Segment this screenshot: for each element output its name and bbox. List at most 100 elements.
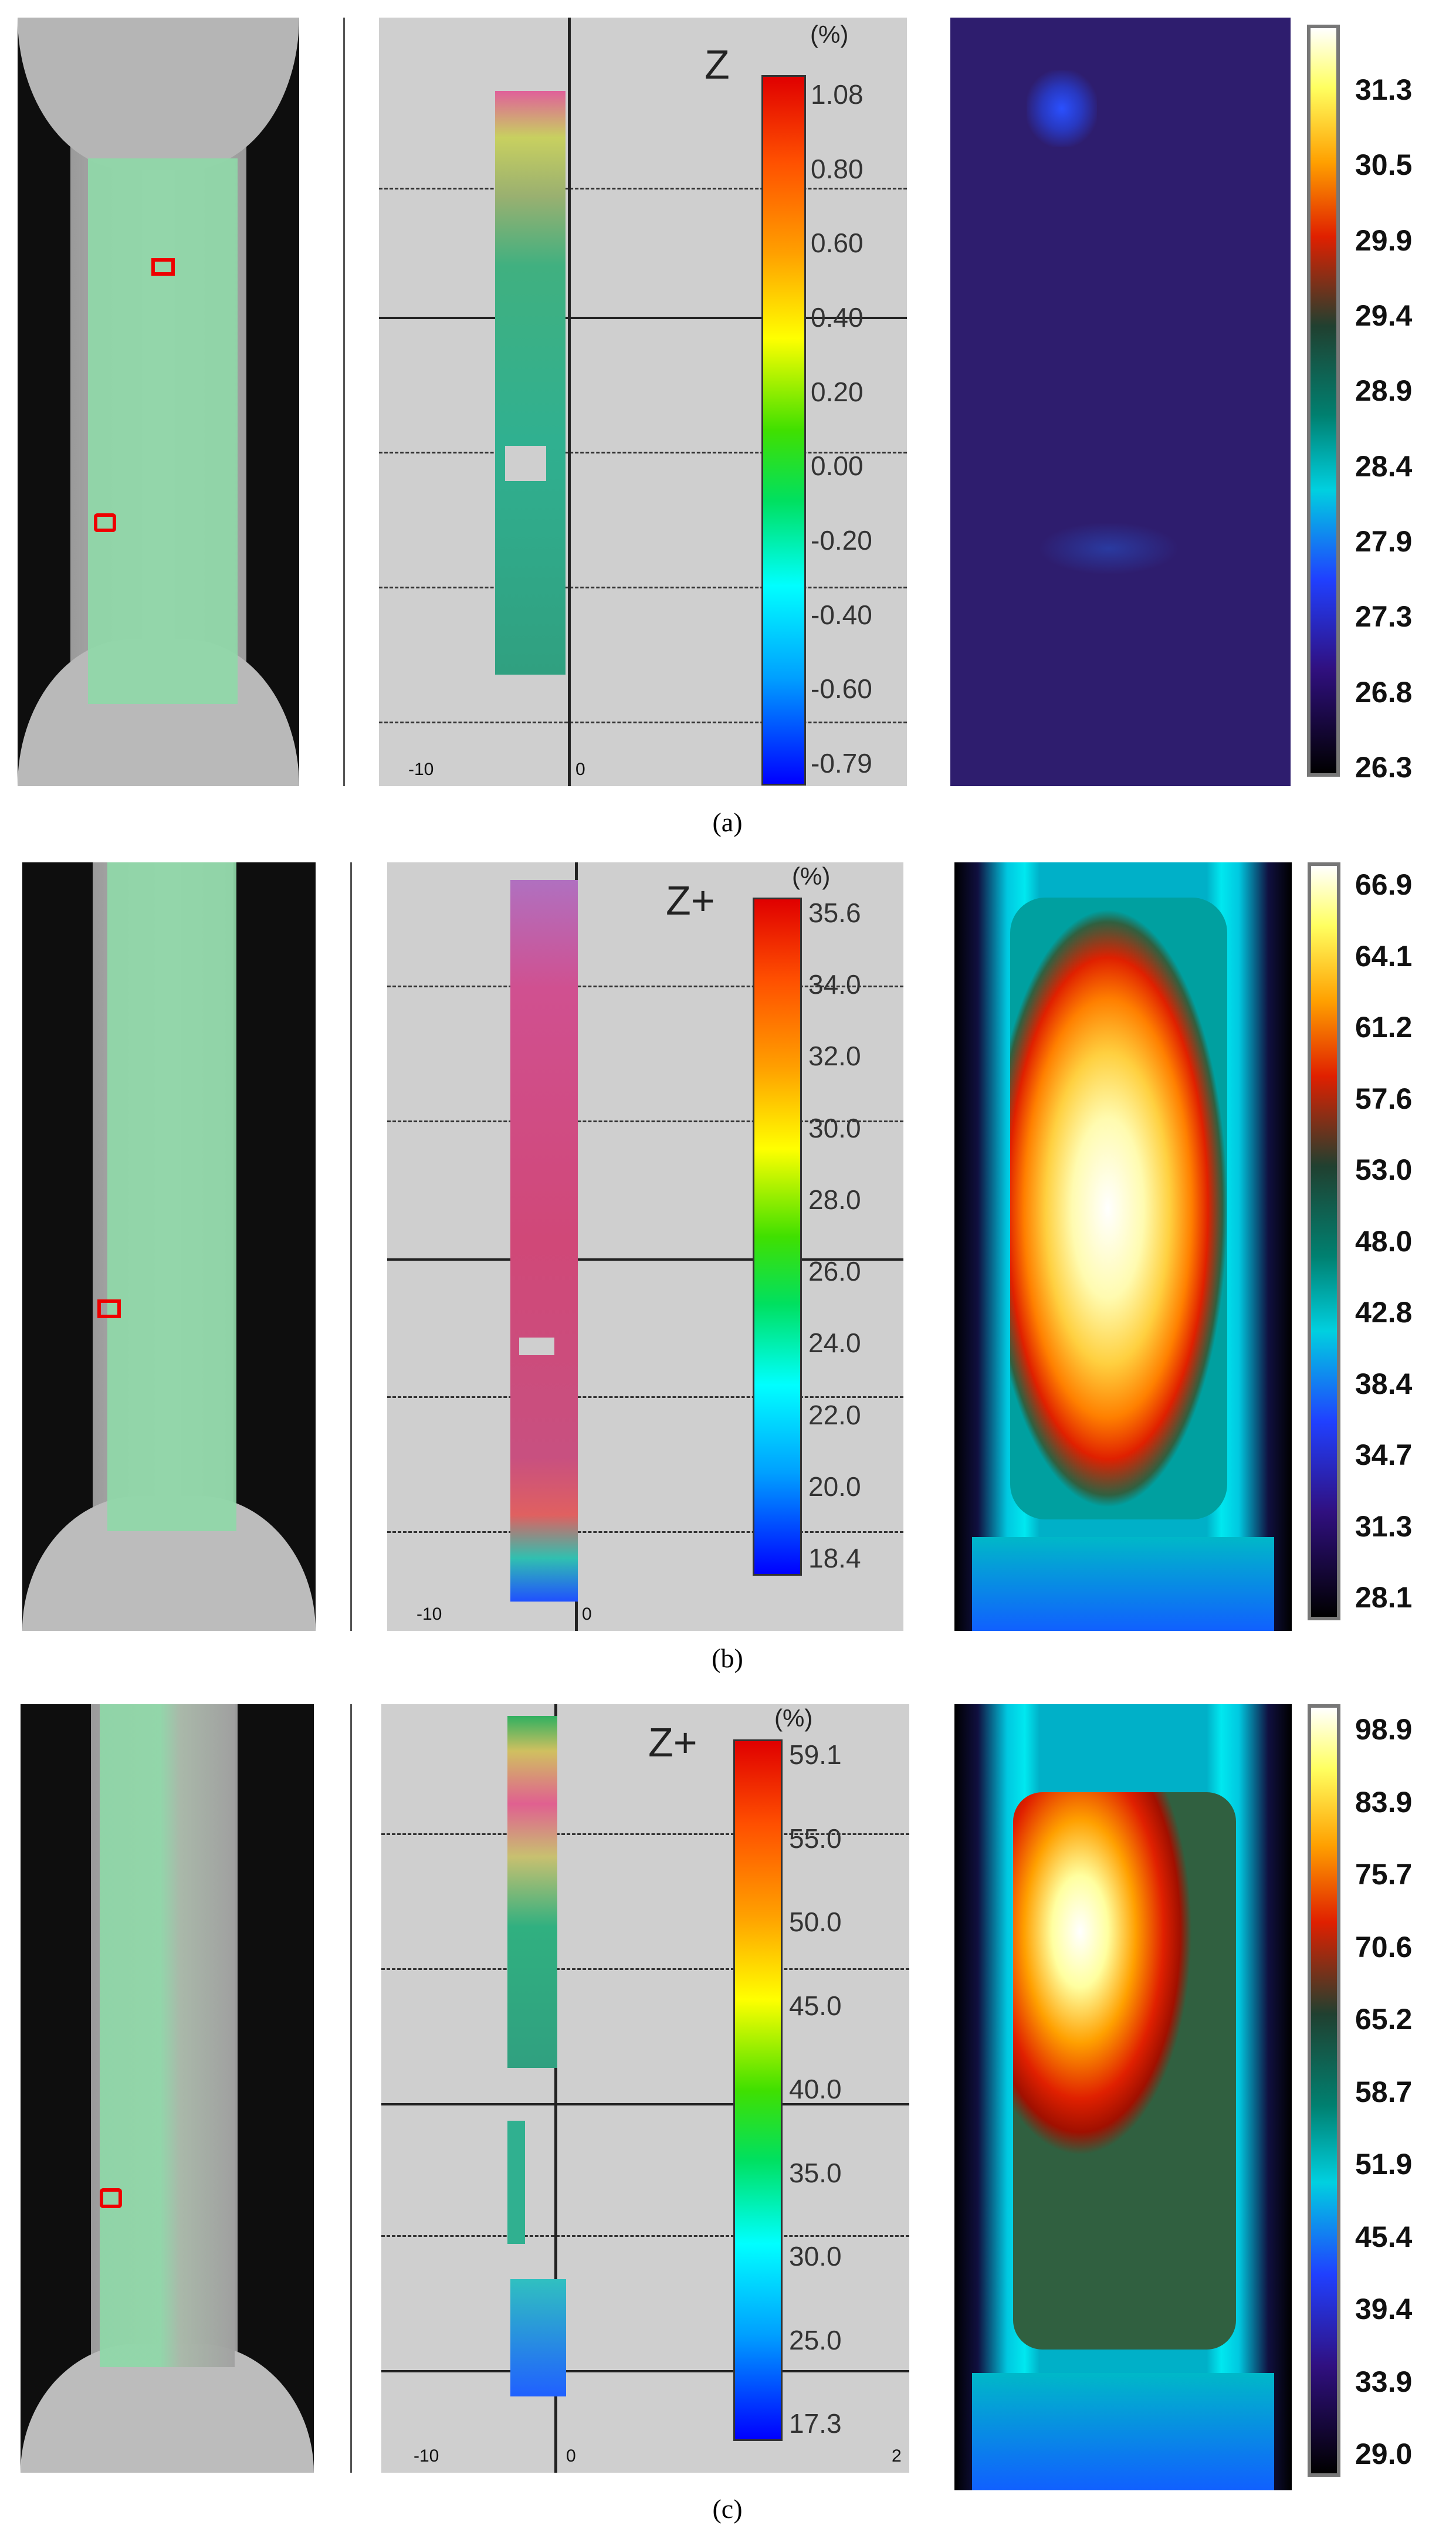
strain-scale-label: 34.0 bbox=[808, 969, 861, 1000]
strain-scale-label: 55.0 bbox=[789, 1823, 842, 1854]
temp-scale-label: 34.7 bbox=[1355, 1438, 1413, 1471]
temp-scale-label: 57.6 bbox=[1355, 1082, 1413, 1115]
temp-scale-label: 65.2 bbox=[1355, 2003, 1413, 2036]
strain-scale-label: 0.20 bbox=[811, 376, 864, 407]
temp-scale-label: 39.4 bbox=[1355, 2293, 1413, 2325]
caption-a: (a) bbox=[712, 807, 743, 837]
strain-scale-label: -0.40 bbox=[811, 599, 872, 630]
marker-c1 bbox=[100, 2188, 122, 2208]
temp-scale-label: 70.6 bbox=[1355, 1930, 1413, 1964]
temp-colorbar-a bbox=[1307, 25, 1340, 777]
strain-colorbar-a bbox=[761, 75, 806, 786]
temp-scale-label: 26.8 bbox=[1355, 675, 1413, 709]
unit-label: (%) bbox=[810, 21, 849, 48]
marker-a1 bbox=[151, 258, 175, 276]
unit-label: (%) bbox=[774, 1704, 813, 1732]
x-tick: 0 bbox=[582, 1604, 592, 1624]
temp-scale-label: 26.3 bbox=[1355, 751, 1413, 784]
z-label: Z+ bbox=[648, 1719, 697, 1765]
temp-scale-label: 29.0 bbox=[1355, 2438, 1413, 2470]
dic-region-b bbox=[107, 862, 236, 1531]
temp-scale-label: 30.5 bbox=[1355, 148, 1413, 182]
temp-scale-label: 29.9 bbox=[1355, 224, 1413, 257]
strain-scale-label: 17.3 bbox=[789, 2408, 842, 2439]
x-tick: -10 bbox=[408, 760, 434, 779]
temp-scale-label: 98.9 bbox=[1355, 1713, 1413, 1746]
temp-scale-label: 45.4 bbox=[1355, 2220, 1413, 2253]
temp-scale-label: 38.4 bbox=[1355, 1367, 1413, 1400]
dic-region-c bbox=[100, 1704, 235, 2367]
hot-zone-b bbox=[1010, 898, 1227, 1519]
strain-scale-label: 40.0 bbox=[789, 2074, 842, 2104]
strain-field-b bbox=[510, 880, 578, 1602]
specimen-photo-a bbox=[18, 18, 299, 786]
x-tick: 0 bbox=[575, 760, 585, 779]
ir-thermal-image-b bbox=[954, 862, 1292, 1631]
strain-scale-label: 0.80 bbox=[811, 153, 864, 184]
temp-scale-label: 42.8 bbox=[1355, 1296, 1413, 1329]
unit-label: (%) bbox=[792, 862, 831, 890]
ir-thermal-image-c bbox=[954, 1704, 1292, 2490]
strain-scale-label: 45.0 bbox=[789, 1990, 842, 2021]
temp-scale-label: 28.4 bbox=[1355, 449, 1413, 483]
strain-scale-label: 59.1 bbox=[789, 1739, 842, 1770]
temp-scale-label: 51.9 bbox=[1355, 2148, 1413, 2181]
strain-scale-label: 18.4 bbox=[808, 1543, 861, 1573]
temp-scale-label: 53.0 bbox=[1355, 1153, 1413, 1186]
specimen-photo-b bbox=[22, 862, 316, 1631]
strain-scale-label: 26.0 bbox=[808, 1256, 861, 1287]
strain-field-c-bottom bbox=[507, 2121, 525, 2244]
dic-strain-map-a: -10 0 Z (%) bbox=[379, 18, 907, 786]
ir-thermal-image-a bbox=[950, 18, 1291, 786]
x-tick: 2 bbox=[892, 2446, 902, 2466]
temp-scale-label: 83.9 bbox=[1355, 1785, 1413, 1819]
strain-scale-label: -0.79 bbox=[811, 748, 872, 778]
strain-scale-label: 50.0 bbox=[789, 1907, 842, 1937]
temp-scale-label: 58.7 bbox=[1355, 2075, 1413, 2108]
dic-region-a bbox=[88, 158, 238, 704]
temp-scale-label: 66.9 bbox=[1355, 868, 1413, 901]
separator bbox=[350, 1704, 352, 2473]
x-tick: -10 bbox=[417, 1604, 442, 1624]
strain-scale-label: 35.6 bbox=[808, 898, 861, 928]
caption-b: (b) bbox=[712, 1643, 743, 1673]
separator bbox=[350, 862, 352, 1631]
specimen-photo-c bbox=[21, 1704, 314, 2473]
x-tick: 0 bbox=[566, 2446, 576, 2466]
strain-scale-label: 24.0 bbox=[808, 1328, 861, 1359]
temp-scale-label: 28.1 bbox=[1355, 1581, 1413, 1614]
temp-scale-label: 31.3 bbox=[1355, 73, 1413, 106]
temp-colorbar-b bbox=[1308, 862, 1340, 1620]
x-tick: -10 bbox=[414, 2446, 439, 2466]
z-label: Z bbox=[705, 42, 730, 87]
marker-b1 bbox=[97, 1299, 121, 1318]
temp-scale-label: 64.1 bbox=[1355, 939, 1413, 973]
marker-a2 bbox=[94, 513, 116, 532]
strain-scale-label: 0.40 bbox=[811, 302, 864, 333]
temp-colorbar-c bbox=[1308, 1704, 1340, 2477]
strain-scale-label: 32.0 bbox=[808, 1041, 861, 1072]
separator bbox=[343, 18, 345, 786]
strain-field-a bbox=[495, 91, 566, 675]
strain-field-c-top bbox=[507, 1716, 557, 2068]
strain-scale-label: 20.0 bbox=[808, 1471, 861, 1502]
strain-scale-label: 28.0 bbox=[808, 1184, 861, 1215]
strain-scale-label: 22.0 bbox=[808, 1399, 861, 1430]
strain-scale-label: -0.60 bbox=[811, 673, 872, 705]
strain-scale-label: 25.0 bbox=[789, 2324, 842, 2355]
caption-c: (c) bbox=[712, 2494, 743, 2524]
strain-scale-label: 35.0 bbox=[789, 2157, 842, 2188]
temp-scale-label: 29.4 bbox=[1355, 299, 1413, 332]
dic-strain-map-c: -10 0 2 Z+ (%) bbox=[381, 1704, 909, 2473]
temp-scale-label: 75.7 bbox=[1355, 1858, 1413, 1891]
z-label: Z+ bbox=[666, 878, 715, 923]
temp-scale-label: 48.0 bbox=[1355, 1224, 1413, 1258]
strain-colorbar-b bbox=[753, 898, 802, 1576]
temp-scale-label: 31.3 bbox=[1355, 1509, 1413, 1543]
dic-strain-map-b: -10 0 Z+ (%) bbox=[387, 862, 903, 1631]
temp-scale-label: 27.3 bbox=[1355, 600, 1413, 634]
strain-scale-label: -0.20 bbox=[811, 525, 872, 556]
strain-scale-label: 0.60 bbox=[811, 228, 864, 259]
strain-colorbar-c bbox=[733, 1739, 783, 2441]
strain-scale-label: 1.08 bbox=[811, 79, 864, 110]
